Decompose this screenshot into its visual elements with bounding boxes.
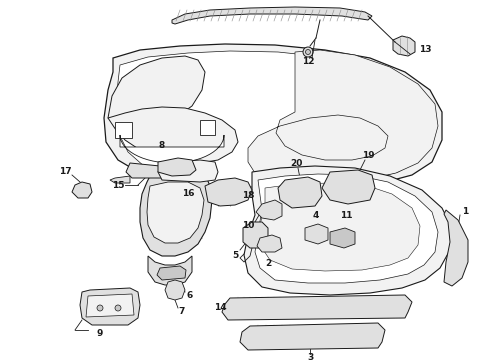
Polygon shape: [240, 323, 385, 350]
Polygon shape: [248, 50, 438, 183]
Text: 9: 9: [97, 329, 103, 338]
Text: 14: 14: [214, 303, 226, 312]
Polygon shape: [244, 166, 452, 295]
Text: 11: 11: [340, 211, 352, 220]
Polygon shape: [260, 183, 420, 271]
Polygon shape: [305, 224, 328, 244]
Polygon shape: [147, 182, 204, 243]
Polygon shape: [126, 163, 165, 178]
Polygon shape: [158, 158, 196, 176]
Polygon shape: [255, 174, 438, 283]
Text: 8: 8: [159, 141, 165, 150]
Polygon shape: [330, 228, 355, 248]
Polygon shape: [322, 170, 375, 204]
Polygon shape: [115, 122, 132, 138]
Text: 16: 16: [182, 189, 194, 198]
Text: 4: 4: [313, 211, 319, 220]
Text: 6: 6: [187, 292, 193, 301]
Polygon shape: [148, 256, 192, 285]
Polygon shape: [243, 222, 268, 248]
Polygon shape: [108, 56, 205, 128]
Text: 20: 20: [290, 159, 302, 168]
Polygon shape: [256, 200, 282, 220]
Text: 2: 2: [265, 258, 271, 267]
Polygon shape: [444, 210, 468, 286]
Polygon shape: [86, 294, 134, 317]
Polygon shape: [200, 120, 215, 135]
Polygon shape: [257, 235, 282, 252]
Polygon shape: [157, 266, 186, 280]
Polygon shape: [116, 51, 430, 187]
Polygon shape: [278, 177, 322, 208]
Polygon shape: [205, 178, 252, 206]
Polygon shape: [172, 7, 372, 24]
Text: 3: 3: [307, 352, 313, 360]
Text: 1: 1: [462, 207, 468, 216]
Polygon shape: [120, 135, 224, 163]
Polygon shape: [80, 288, 140, 325]
Polygon shape: [104, 44, 442, 191]
Text: 5: 5: [232, 251, 238, 260]
Polygon shape: [222, 295, 412, 320]
Polygon shape: [108, 107, 238, 163]
Text: 18: 18: [242, 192, 254, 201]
Text: 17: 17: [59, 167, 72, 176]
Circle shape: [115, 305, 121, 311]
Circle shape: [305, 49, 311, 54]
Polygon shape: [393, 36, 415, 56]
Polygon shape: [158, 160, 218, 182]
Circle shape: [97, 305, 103, 311]
Polygon shape: [72, 182, 92, 198]
Text: 15: 15: [112, 180, 124, 189]
Text: 13: 13: [419, 45, 431, 54]
Polygon shape: [140, 168, 212, 256]
Text: 19: 19: [362, 152, 374, 161]
Polygon shape: [110, 176, 130, 183]
Text: 10: 10: [242, 221, 254, 230]
Text: 7: 7: [179, 307, 185, 316]
Polygon shape: [165, 280, 185, 300]
Text: 12: 12: [302, 58, 314, 67]
Circle shape: [303, 47, 313, 57]
